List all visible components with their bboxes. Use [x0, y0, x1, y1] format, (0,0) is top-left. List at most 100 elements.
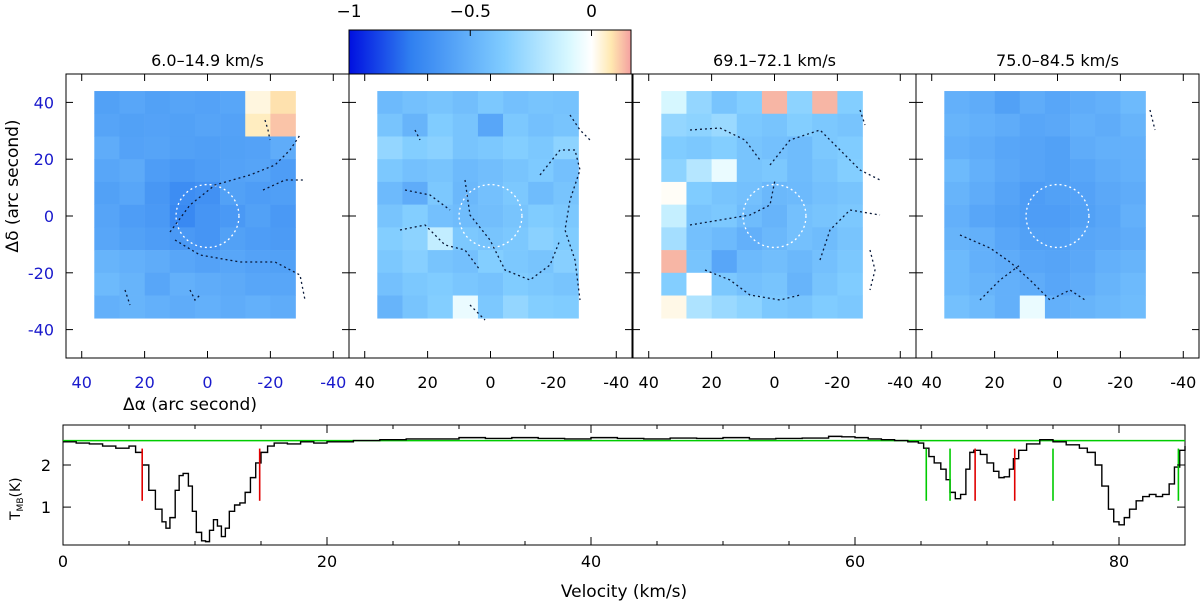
- map-cell: [402, 227, 428, 251]
- map-cell: [1019, 227, 1046, 251]
- map-cell: [245, 159, 271, 183]
- x-tick-label: 40: [639, 373, 659, 392]
- y-tick-label: -20: [28, 264, 54, 283]
- contour-line: [1149, 109, 1156, 131]
- map-cell: [94, 91, 120, 115]
- contour-line: [819, 209, 881, 261]
- map-cell: [169, 181, 196, 205]
- map-cell: [837, 250, 863, 274]
- map-cell: [812, 181, 838, 205]
- map-cell: [736, 91, 763, 115]
- map-cell: [994, 136, 1021, 160]
- map-cell: [503, 136, 529, 160]
- map-cell: [503, 181, 529, 205]
- map-cell: [812, 272, 838, 296]
- map-cell: [503, 295, 529, 319]
- map-cell: [1044, 136, 1071, 160]
- map-cell: [119, 227, 145, 251]
- map-cell: [402, 113, 428, 137]
- map-cell: [528, 136, 554, 160]
- map-cell: [736, 136, 763, 160]
- map-cell: [994, 204, 1021, 228]
- map-cell: [761, 136, 788, 160]
- map-cell: [661, 181, 687, 205]
- x-tick-label: -40: [320, 373, 346, 392]
- map-cell: [736, 272, 763, 296]
- contour-line: [869, 249, 876, 291]
- map-cell: [427, 113, 454, 137]
- map-cell: [220, 272, 246, 296]
- map-cell: [969, 91, 995, 115]
- map-cell: [452, 250, 479, 274]
- map-cell: [144, 113, 171, 137]
- map-cell: [144, 295, 171, 319]
- map-cell: [194, 250, 221, 274]
- map-cell: [1019, 295, 1046, 319]
- map-cell: [553, 272, 579, 296]
- y-tick-label: 1: [41, 498, 51, 517]
- map-cell: [1044, 272, 1071, 296]
- map-cell: [761, 204, 788, 228]
- map-cell: [761, 113, 788, 137]
- map-cell: [94, 295, 120, 319]
- map-cell: [812, 204, 838, 228]
- contour-line: [469, 304, 486, 321]
- map-cell: [553, 295, 579, 319]
- map-cell: [837, 295, 863, 319]
- map-cell: [377, 136, 403, 160]
- map-cell: [1070, 250, 1096, 274]
- map-cell: [944, 250, 970, 274]
- map-cell: [736, 159, 763, 183]
- map-cell: [837, 159, 863, 183]
- map-cell: [787, 136, 813, 160]
- map-cell: [1070, 91, 1096, 115]
- map-cell: [245, 295, 271, 319]
- map-cell: [220, 295, 246, 319]
- map-cell: [812, 227, 838, 251]
- x-tick-label: 40: [72, 373, 92, 392]
- map-cell: [402, 250, 428, 274]
- map-cell: [787, 204, 813, 228]
- map-cell: [1095, 159, 1121, 183]
- map-cell: [245, 181, 271, 205]
- map-cell: [686, 227, 712, 251]
- map-cell: [837, 227, 863, 251]
- map-cell: [553, 181, 579, 205]
- contour-line: [689, 179, 776, 226]
- map-cell: [1095, 136, 1121, 160]
- map-cell: [686, 272, 712, 296]
- map-cell: [503, 227, 529, 251]
- map-panel-1: 40 20 0 -20 -40 40 20 0 -20 -40 6.0–14.9 km/s: [28, 51, 350, 392]
- map-cell: [837, 204, 863, 228]
- map-cell: [377, 204, 403, 228]
- map-cell: [503, 250, 529, 274]
- map-cell: [553, 227, 579, 251]
- map-cell: [94, 227, 120, 251]
- x-tick-label: 0: [769, 373, 779, 392]
- x-axis-label: Δα (arc second): [123, 395, 257, 415]
- map-title: 6.0–14.9 km/s: [151, 51, 264, 70]
- map-cell: [1019, 91, 1046, 115]
- map-cell: [661, 113, 687, 137]
- map-cell: [736, 113, 763, 137]
- map-cell: [194, 227, 221, 251]
- map-cell: [1019, 159, 1046, 183]
- map-cell: [686, 136, 712, 160]
- map-cell: [477, 159, 504, 183]
- map-cell: [119, 159, 145, 183]
- x-tick-label: 40: [581, 552, 601, 571]
- map-cell: [144, 250, 171, 274]
- map-cell: [528, 272, 554, 296]
- map-cell: [944, 227, 970, 251]
- map-cell: [711, 113, 738, 137]
- map-cell: [661, 136, 687, 160]
- map-cell: [994, 272, 1021, 296]
- map-cell: [661, 91, 687, 115]
- map-cell: [452, 136, 479, 160]
- map-cell: [169, 250, 196, 274]
- x-tick-label: -20: [257, 373, 283, 392]
- map-title: 69.1–72.1 km/s: [713, 51, 836, 70]
- map-cell: [402, 91, 428, 115]
- map-cell: [427, 250, 454, 274]
